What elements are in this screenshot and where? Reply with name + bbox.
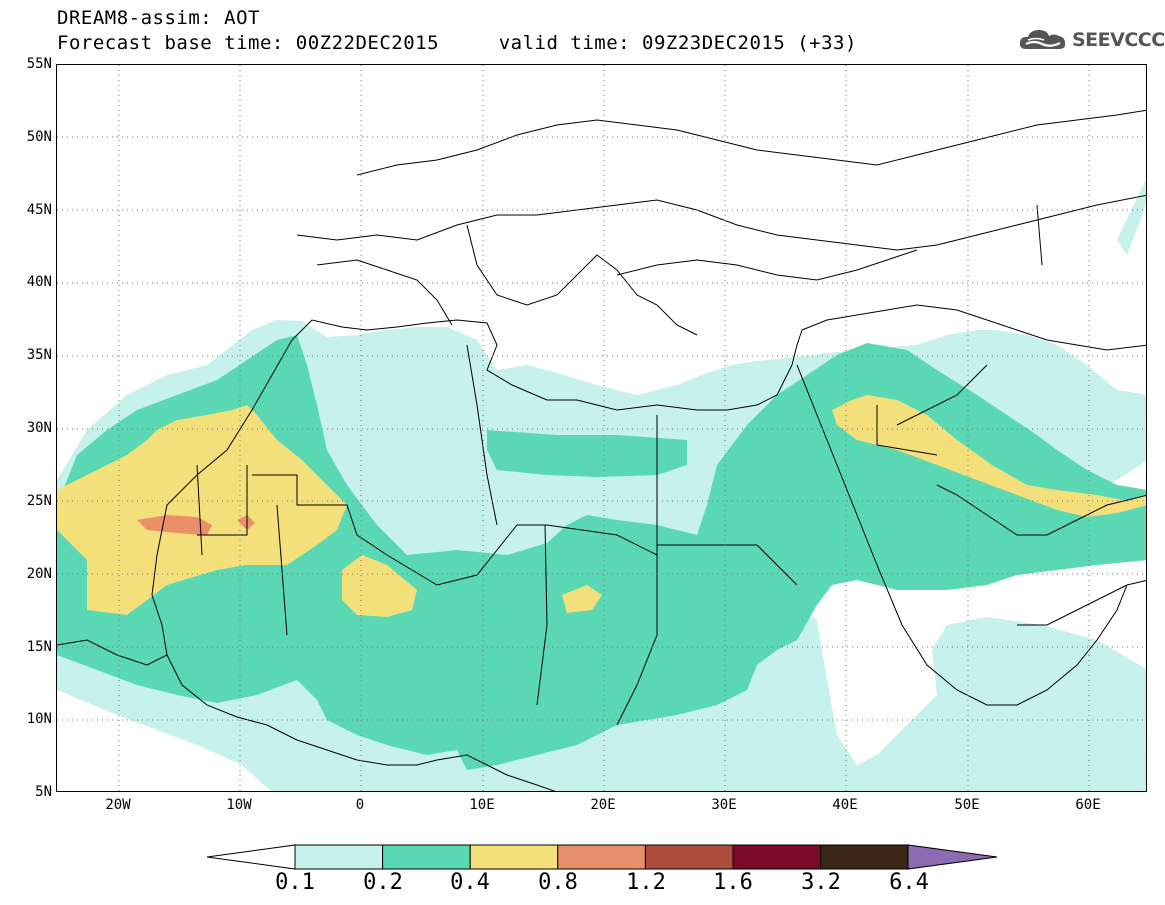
lat-label: 50N <box>26 129 52 145</box>
colorbar-label: 0.2 <box>363 870 403 895</box>
colorbar-segment <box>382 844 471 870</box>
lat-label: 15N <box>26 639 52 655</box>
colorbar-segment <box>644 844 734 870</box>
seevccc-logo: SEEVCCC <box>1018 26 1165 54</box>
lat-label: 5N <box>35 784 52 800</box>
colorbar-label: 3.2 <box>801 870 841 895</box>
lon-label: 40E <box>832 797 858 813</box>
lat-label: 55N <box>26 56 52 72</box>
colorbar-segment <box>820 844 909 870</box>
colorbar-low-arrow <box>206 844 296 870</box>
colorbar-segment <box>469 844 559 870</box>
lon-label: 30E <box>711 797 737 813</box>
lat-label: 20N <box>26 566 52 582</box>
lon-label: 50E <box>954 797 980 813</box>
lon-label: 60E <box>1075 797 1101 813</box>
colorbar-high-arrow <box>907 844 998 870</box>
colorbar-label: 6.4 <box>889 870 929 895</box>
lat-label: 45N <box>26 202 52 218</box>
aot-region-0-4 <box>57 395 1146 617</box>
lon-label: 20W <box>105 797 131 813</box>
map-frame <box>56 64 1147 792</box>
country-borders <box>57 109 1146 791</box>
colorbar-label: 0.4 <box>450 870 490 895</box>
colorbar-label: 0.1 <box>275 870 315 895</box>
colorbar-segments <box>294 844 909 870</box>
map-canvas <box>57 65 1146 791</box>
lat-label: 30N <box>26 420 52 436</box>
lon-label: 10E <box>469 797 495 813</box>
colorbar-segment <box>294 844 384 870</box>
colorbar-segment <box>732 844 822 870</box>
colorbar-label: 0.8 <box>538 870 578 895</box>
colorbar-label: 1.2 <box>626 870 666 895</box>
cloud-icon <box>1019 30 1066 49</box>
aot-region-0-8 <box>137 515 255 535</box>
colorbar-label: 1.6 <box>713 870 753 895</box>
colorbar-segment <box>557 844 646 870</box>
map-title: DREAM8-assim: AOT <box>57 7 260 29</box>
lat-label: 40N <box>26 274 52 290</box>
logo-text: SEEVCCC <box>1072 29 1165 51</box>
colorbar <box>206 844 998 870</box>
lat-label: 25N <box>26 493 52 509</box>
lon-label: 10W <box>226 797 252 813</box>
map-subtitle: Forecast base time: 00Z22DEC2015 valid t… <box>57 32 857 54</box>
lon-label: 0 <box>355 797 365 813</box>
graticule <box>57 65 1146 791</box>
lon-label: 20E <box>590 797 616 813</box>
lat-label: 35N <box>26 347 52 363</box>
lat-label: 10N <box>26 711 52 727</box>
